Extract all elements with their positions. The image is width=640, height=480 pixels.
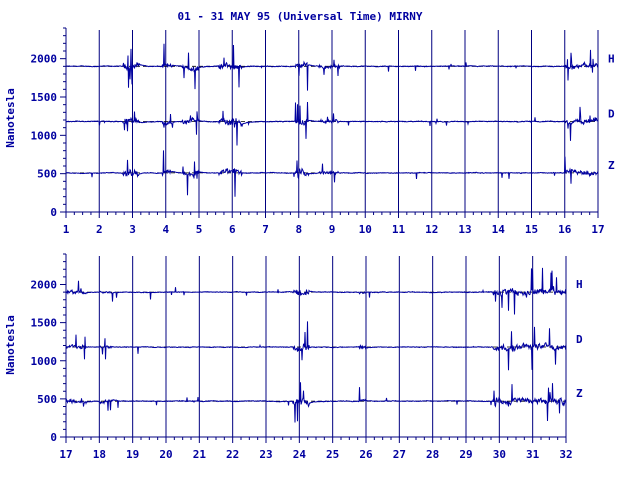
x-tick-label: 3 [129, 223, 136, 236]
trace-D [65, 101, 599, 146]
x-tick-label: 25 [326, 448, 339, 461]
x-tick-label: 21 [193, 448, 207, 461]
x-tick-label: 14 [492, 223, 506, 236]
trace-Z [65, 382, 567, 423]
x-tick-label: 24 [293, 448, 307, 461]
x-tick-label: 30 [493, 448, 506, 461]
y-tick-label: 1000 [31, 129, 58, 142]
y-tick-label: 2000 [31, 53, 58, 66]
x-tick-label: 11 [392, 223, 406, 236]
x-tick-label: 27 [393, 448, 406, 461]
series-label-H: H [576, 278, 583, 291]
x-tick-label: 18 [93, 448, 106, 461]
x-tick-label: 32 [559, 448, 572, 461]
y-tick-label: 0 [50, 431, 57, 444]
x-tick-label: 29 [459, 448, 472, 461]
x-tick-label: 10 [359, 223, 372, 236]
series-label-D: D [576, 333, 583, 346]
y-tick-label: 0 [50, 206, 57, 219]
x-tick-label: 2 [96, 223, 103, 236]
trace-H [65, 267, 567, 315]
y-tick-label: 1500 [31, 91, 58, 104]
x-tick-label: 20 [159, 448, 172, 461]
x-tick-label: 17 [591, 223, 604, 236]
trace-H [65, 43, 599, 91]
trace-Z [65, 150, 599, 197]
y-axis-label-bottom: Nanotesla [4, 315, 17, 375]
y-tick-label: 2000 [31, 279, 58, 292]
y-tick-label: 500 [37, 393, 57, 406]
x-tick-label: 15 [525, 223, 538, 236]
x-tick-label: 31 [526, 448, 540, 461]
y-tick-label: 500 [37, 168, 57, 181]
x-tick-label: 5 [196, 223, 203, 236]
y-axis-label-top: Nanotesla [4, 88, 17, 148]
x-tick-label: 1 [63, 223, 70, 236]
trace-D [65, 321, 567, 371]
x-tick-label: 4 [162, 223, 169, 236]
x-tick-label: 26 [359, 448, 373, 461]
x-tick-label: 22 [226, 448, 239, 461]
chart-title: 01 - 31 MAY 95 (Universal Time) MIRNY [177, 10, 422, 23]
x-tick-label: 6 [229, 223, 236, 236]
x-tick-label: 23 [259, 448, 272, 461]
x-tick-label: 28 [426, 448, 439, 461]
x-tick-label: 17 [59, 448, 72, 461]
x-tick-label: 8 [295, 223, 302, 236]
x-tick-label: 19 [126, 448, 139, 461]
panel-2: 17 18 19 20 21 22 23 24 25 26 27 28 29 30 31 32 0 500 1000… [31, 253, 583, 461]
series-label-Z: Z [576, 387, 583, 400]
series-label-D: D [608, 108, 615, 121]
x-tick-label: 12 [425, 223, 438, 236]
x-tick-label: 9 [329, 223, 336, 236]
series-label-Z: Z [608, 159, 615, 172]
y-tick-label: 1500 [31, 317, 58, 330]
x-tick-label: 13 [458, 223, 471, 236]
series-label-H: H [608, 52, 615, 65]
x-tick-label: 7 [262, 223, 269, 236]
panels: 1 2 3 4 5 6 7 8 9 10 11 12 13 14 15 16 17050010001500200… [31, 27, 615, 461]
panel-1: 1 2 3 4 5 6 7 8 9 10 11 12 13 14 15 16 17050010001500200… [31, 27, 615, 236]
x-tick-label: 16 [558, 223, 572, 236]
y-tick-label: 1000 [31, 355, 58, 368]
